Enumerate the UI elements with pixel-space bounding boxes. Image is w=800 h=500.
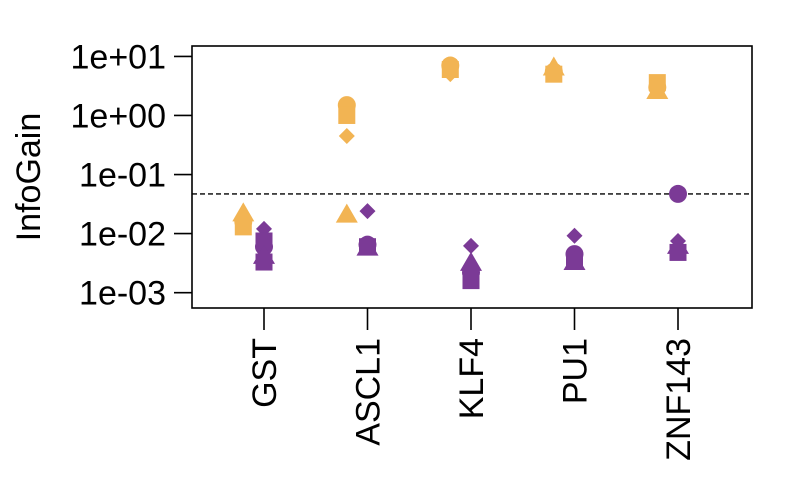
plot-frame: [191, 45, 753, 309]
y-tick-label: 1e-03: [79, 275, 166, 313]
y-tick-label: 1e-01: [79, 157, 166, 195]
data-point-diamond: [463, 237, 479, 254]
data-point-diamond: [338, 127, 355, 144]
y-axis-label: InfoGain: [10, 113, 48, 242]
data-point-square: [338, 106, 356, 124]
y-tick-label: 1e+01: [71, 38, 167, 76]
x-tick-label-pu1: PU1: [557, 338, 595, 404]
data-points: [232, 56, 689, 290]
x-tick-label-ascl1: ASCL1: [350, 338, 388, 446]
y-axis: 1e-03 1e-02 1e-01 1e+00 1e+01: [71, 38, 192, 313]
data-point-circle: [669, 184, 687, 203]
data-point-square: [234, 218, 252, 236]
y-tick-label: 1e-02: [79, 216, 166, 254]
data-point-diamond: [566, 227, 583, 244]
data-point-square: [545, 65, 563, 83]
data-point-square: [255, 253, 273, 271]
data-point-square: [669, 243, 687, 261]
data-point-triangle: [646, 79, 669, 99]
data-point-square: [462, 272, 480, 290]
data-point-triangle: [335, 203, 358, 223]
data-point-diamond: [442, 66, 459, 83]
x-axis: GST ASCL1 KLF4 PU1 ZNF143: [246, 308, 698, 461]
data-point-diamond: [359, 203, 376, 220]
x-tick-label-znf143: ZNF143: [660, 338, 698, 461]
x-tick-label-gst: GST: [246, 338, 284, 408]
x-tick-label-klf4: KLF4: [453, 338, 491, 419]
y-tick-label: 1e+00: [71, 97, 167, 135]
data-point-triangle: [356, 236, 379, 256]
data-point-triangle: [563, 251, 586, 271]
